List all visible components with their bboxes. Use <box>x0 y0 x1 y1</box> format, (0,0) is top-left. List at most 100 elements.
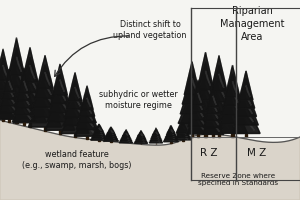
Polygon shape <box>47 89 73 121</box>
Polygon shape <box>213 115 219 125</box>
Polygon shape <box>156 139 160 142</box>
Polygon shape <box>232 81 237 94</box>
Polygon shape <box>119 136 133 143</box>
Polygon shape <box>14 85 46 123</box>
Polygon shape <box>245 134 247 137</box>
Polygon shape <box>111 134 114 137</box>
Polygon shape <box>20 57 40 93</box>
Polygon shape <box>3 74 8 87</box>
Text: subhydric or wetter
moisture regime: subhydric or wetter moisture regime <box>99 90 177 110</box>
Polygon shape <box>202 109 224 134</box>
Polygon shape <box>3 65 8 78</box>
Polygon shape <box>221 82 244 115</box>
Polygon shape <box>37 56 53 89</box>
Polygon shape <box>68 72 82 101</box>
Polygon shape <box>24 108 31 119</box>
Polygon shape <box>197 52 214 89</box>
Polygon shape <box>149 136 163 143</box>
Polygon shape <box>45 81 51 95</box>
Polygon shape <box>18 68 30 93</box>
Polygon shape <box>189 91 222 132</box>
Polygon shape <box>208 84 218 107</box>
Polygon shape <box>24 95 29 105</box>
Polygon shape <box>205 85 233 122</box>
Polygon shape <box>175 131 191 140</box>
Text: wetland feature
(e.g., swamp, marsh, bogs): wetland feature (e.g., swamp, marsh, bog… <box>22 150 131 170</box>
Polygon shape <box>246 94 251 105</box>
Polygon shape <box>189 92 222 132</box>
Polygon shape <box>205 97 221 121</box>
Polygon shape <box>176 129 190 138</box>
Polygon shape <box>18 69 30 93</box>
Polygon shape <box>202 109 224 135</box>
Polygon shape <box>107 127 115 134</box>
Polygon shape <box>138 131 144 137</box>
Polygon shape <box>9 81 12 90</box>
Polygon shape <box>223 74 242 107</box>
Polygon shape <box>86 136 88 139</box>
Polygon shape <box>121 133 131 139</box>
Polygon shape <box>87 124 94 134</box>
Polygon shape <box>136 134 146 140</box>
Polygon shape <box>167 128 176 135</box>
Polygon shape <box>29 123 31 127</box>
Polygon shape <box>141 134 143 136</box>
Polygon shape <box>87 111 92 120</box>
Text: Reserve Zone where
specified in Standards: Reserve Zone where specified in Standard… <box>198 172 279 186</box>
Polygon shape <box>176 97 208 133</box>
Polygon shape <box>156 132 158 134</box>
Polygon shape <box>183 129 186 132</box>
Polygon shape <box>93 127 105 136</box>
Polygon shape <box>103 134 118 141</box>
Polygon shape <box>0 81 18 106</box>
Polygon shape <box>191 83 220 122</box>
Polygon shape <box>79 92 95 117</box>
Polygon shape <box>171 131 174 134</box>
Polygon shape <box>206 90 220 115</box>
Polygon shape <box>106 131 116 138</box>
Polygon shape <box>182 70 202 104</box>
Polygon shape <box>213 102 217 112</box>
Polygon shape <box>9 100 15 110</box>
Polygon shape <box>51 73 69 104</box>
Polygon shape <box>171 138 175 141</box>
Polygon shape <box>204 132 207 137</box>
Polygon shape <box>110 141 112 142</box>
Polygon shape <box>135 135 147 142</box>
Polygon shape <box>66 81 84 109</box>
Polygon shape <box>187 106 210 135</box>
Polygon shape <box>120 134 132 141</box>
Polygon shape <box>209 65 229 102</box>
Polygon shape <box>81 86 93 110</box>
Polygon shape <box>106 129 116 135</box>
Polygon shape <box>237 79 255 108</box>
Polygon shape <box>135 135 147 142</box>
Polygon shape <box>75 118 83 131</box>
Polygon shape <box>75 110 99 136</box>
Polygon shape <box>218 133 220 137</box>
Polygon shape <box>223 74 242 106</box>
Polygon shape <box>206 112 215 128</box>
Polygon shape <box>176 129 190 138</box>
Polygon shape <box>178 125 188 134</box>
Polygon shape <box>0 94 20 119</box>
Polygon shape <box>60 80 64 92</box>
Polygon shape <box>207 75 231 113</box>
Polygon shape <box>60 114 69 127</box>
Polygon shape <box>198 93 201 103</box>
Polygon shape <box>246 118 254 130</box>
Polygon shape <box>205 97 221 122</box>
Polygon shape <box>49 81 71 113</box>
Polygon shape <box>191 133 193 137</box>
Polygon shape <box>126 133 128 135</box>
Polygon shape <box>134 137 148 143</box>
Polygon shape <box>155 143 157 144</box>
Polygon shape <box>24 81 27 91</box>
Polygon shape <box>192 106 200 120</box>
Polygon shape <box>17 75 31 100</box>
Polygon shape <box>30 65 35 79</box>
Polygon shape <box>99 128 101 131</box>
Polygon shape <box>189 93 207 120</box>
Polygon shape <box>31 82 59 117</box>
Polygon shape <box>8 38 25 75</box>
